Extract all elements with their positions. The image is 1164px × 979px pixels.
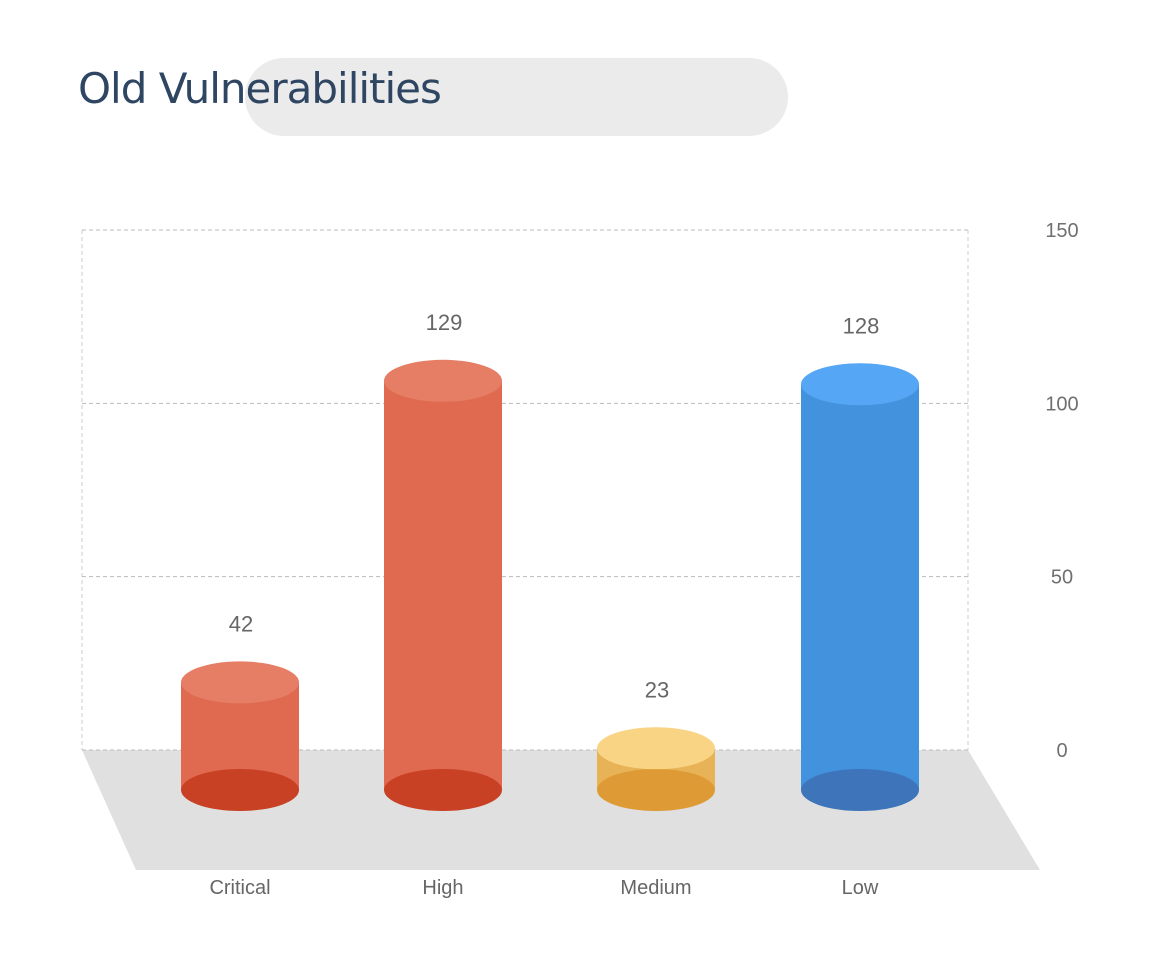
bar-base [597, 769, 715, 811]
bar-top [597, 727, 715, 770]
x-category-label: Critical [209, 877, 270, 899]
y-tick-label: 0 [1056, 740, 1067, 762]
data-label: 42 [229, 611, 253, 636]
y-tick-label: 100 [1045, 393, 1078, 415]
bar-high: 129 [384, 310, 502, 811]
category-labels: Critical High Medium Low [209, 877, 878, 899]
bar-low: 128 [801, 313, 919, 811]
bar-medium: 23 [597, 677, 715, 811]
data-label: 23 [645, 677, 669, 702]
data-label: 129 [426, 310, 463, 335]
bar-base [801, 769, 919, 811]
bar-base [181, 769, 299, 811]
title-highlight-pill [245, 58, 788, 136]
bars: 42 129 23 128 [181, 310, 919, 811]
bar-top [181, 661, 299, 704]
bar-body [801, 384, 919, 790]
chart-title: Old Vulnerabilities [78, 64, 442, 113]
bar-top [801, 363, 919, 406]
x-category-label: Low [842, 877, 879, 899]
y-tick-label: 50 [1051, 567, 1073, 589]
x-category-label: Medium [620, 877, 691, 899]
x-category-label: High [422, 877, 463, 899]
bar-body [384, 380, 502, 790]
bar-base [384, 769, 502, 811]
chart-floor [82, 750, 1040, 870]
y-tick-label: 150 [1045, 220, 1078, 242]
y-axis-ticks: 0 50 100 150 [1045, 220, 1078, 762]
bar-top [384, 359, 502, 402]
data-label: 128 [843, 313, 880, 338]
bar-critical: 42 [181, 611, 299, 811]
